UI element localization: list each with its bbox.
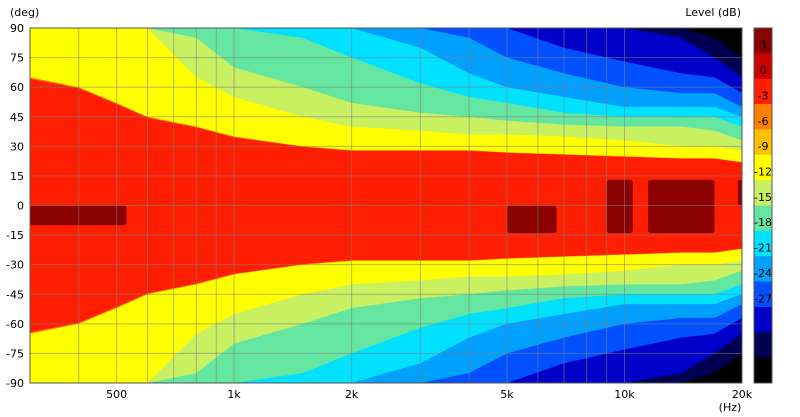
x-tick-label: 1k: [227, 388, 241, 401]
colorbar-swatch: [754, 180, 772, 206]
y-tick-label: 30: [10, 140, 24, 153]
colorbar-frame: [753, 27, 773, 384]
colorbar-tick-label: -15: [754, 191, 772, 204]
y-tick-label: 15: [10, 170, 24, 183]
colorbar-swatch: [754, 154, 772, 181]
colorbar-tick-label: 3: [760, 39, 767, 52]
y-tick-label: -15: [6, 229, 24, 242]
y-tick-label: 45: [10, 111, 24, 124]
colorbar-swatch: [754, 332, 772, 359]
colorbar-swatch: [754, 104, 772, 130]
y-tick-label: -60: [6, 318, 24, 331]
colorbar-swatch: [754, 357, 772, 384]
plot-frame: [29, 27, 743, 384]
colorbar-tick-label: -9: [758, 140, 769, 153]
colorbar-swatch: [754, 53, 772, 80]
x-tick-label: 500: [106, 388, 127, 401]
peak-region-3: [648, 179, 715, 234]
y-tick-label: -30: [6, 259, 24, 272]
colorbar-swatch: [754, 28, 772, 54]
colorbar-swatch: [754, 129, 772, 156]
colorbar-swatch: [754, 256, 772, 283]
x-tick-label: 5k: [500, 388, 514, 401]
y-tick-label: -90: [6, 377, 24, 390]
x-tick-label: 20k: [732, 388, 753, 401]
grid: [29, 27, 743, 384]
colorbar-tick-label: -18: [754, 216, 772, 229]
colorbar-tick-label: -21: [754, 242, 772, 255]
colorbar-swatch: [754, 230, 772, 257]
axis-ticks: 90 75 60 45 30 15 0 -15 -30 -45 -60 -75 -90 500 1k 2k 5k…: [6, 22, 753, 401]
colorbar-tick-label: -3: [758, 89, 769, 102]
peak-region-4: [737, 179, 742, 206]
colorbar-tick-label: -12: [754, 165, 772, 178]
colorbar-label: Level (dB): [685, 6, 741, 19]
y-tick-label: 75: [10, 52, 24, 65]
colorbar-swatch: [754, 205, 772, 232]
colorbar-tick-label: -6: [758, 115, 769, 128]
x-tick-label: 2k: [345, 388, 359, 401]
x-axis-label: (Hz): [719, 401, 742, 414]
peak-region-1: [506, 205, 557, 234]
colorbar-tick-label: 0: [760, 64, 767, 77]
colorbar-swatch: [754, 281, 772, 308]
colorbar: 3 0 -3 -6 -9 -12 -15 -18 -21 -24 -27: [753, 27, 773, 384]
colorbar-tick-label: -24: [754, 267, 772, 280]
y-axis-label: (deg): [10, 6, 39, 19]
y-tick-label: 90: [10, 22, 24, 35]
colorbar-swatch: [754, 78, 772, 105]
y-tick-label: 60: [10, 81, 24, 94]
y-tick-label: -45: [6, 288, 24, 301]
peak-region-0: [30, 205, 127, 226]
colorbar-tick-label: -27: [754, 292, 772, 305]
x-tick-label: 10k: [614, 388, 635, 401]
y-tick-label: 0: [17, 200, 24, 213]
y-tick-label: -75: [6, 347, 24, 360]
peak-region-2: [606, 179, 633, 234]
colorbar-swatch: [754, 306, 772, 333]
